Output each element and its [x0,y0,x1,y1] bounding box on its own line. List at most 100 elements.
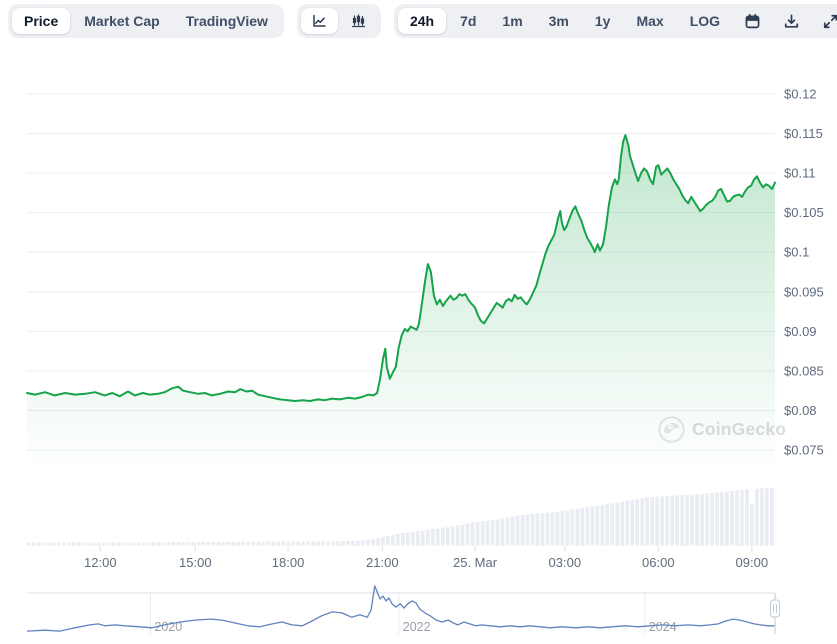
volume-bar [510,516,515,546]
volume-bar [156,542,161,546]
volume-bar [745,489,749,546]
volume-bar [121,542,126,546]
history-navigator[interactable]: 2020 2022 2024 [26,585,780,634]
volume-bar [670,495,674,546]
line-chart-icon [313,14,326,27]
volume-bar [221,541,226,546]
range-1m[interactable]: 1m [490,8,534,34]
volume-bar [291,541,295,546]
volume-bar [735,490,739,546]
volume-bar [361,540,365,546]
y-axis-label: $0.085 [784,363,824,378]
download-button[interactable] [773,8,810,34]
volume-bar [445,527,450,546]
volume-bar [605,504,610,546]
candlestick-chart-icon [351,14,366,28]
volume-bar [435,528,440,546]
volume-bar [386,536,390,546]
volume-bar [565,510,570,546]
volume-bar [755,488,759,546]
volume-bar [505,517,510,546]
volume-bar [351,540,355,546]
expand-button[interactable] [812,8,837,34]
chart-type-line-chart-button[interactable] [300,8,338,34]
navigator-handle[interactable] [770,599,780,618]
range-log[interactable]: LOG [678,8,732,34]
volume-bar [490,520,495,546]
x-axis-label: 18:00 [272,555,305,570]
volume-bar [236,541,241,546]
range-switcher: 24h 7d 1m 3m 1y Max LOG [393,4,837,38]
y-axis-label: $0.075 [784,443,824,458]
price-area-fill [27,135,775,465]
volume-bar [590,506,595,546]
view-tab-tradingview[interactable]: TradingView [174,8,280,34]
volume-bar [37,542,41,546]
download-icon [784,13,799,28]
x-axis-label: 15:00 [179,555,212,570]
volume-bar [356,540,360,546]
y-axis-label: $0.1 [784,245,809,260]
volume-bar [391,534,395,546]
volume-bar [575,508,580,546]
volume-bar [331,541,335,546]
volume-bar [131,542,136,546]
volume-bar [495,519,500,546]
volume-bar [645,497,649,546]
volume-bar [585,507,590,546]
volume-bar [465,523,470,546]
y-axis-label: $0.105 [784,205,824,220]
volume-bar [96,542,101,546]
volume-bar [406,532,410,546]
volume-bar [460,524,465,546]
volume-bar [366,539,370,546]
volume-bar [740,490,744,546]
volume-bar [111,542,116,546]
volume-bar [276,541,280,546]
volume-bar [56,542,61,546]
y-axis-label: $0.12 [784,87,817,102]
volume-bar [136,542,141,546]
volume-bar [306,541,310,546]
volume-bar [211,542,216,546]
volume-bar [32,542,36,546]
volume-bar [166,542,171,546]
volume-bar [750,504,754,546]
volume-bar [181,542,186,546]
volume-bar [286,541,290,546]
range-max[interactable]: Max [624,8,675,34]
volume-bar [51,542,56,546]
view-tab-market-cap[interactable]: Market Cap [72,8,171,34]
calendar-button[interactable] [734,8,771,34]
range-24h[interactable]: 24h [397,8,447,34]
volume-bar [341,541,345,546]
volume-bar [500,518,505,546]
volume-bar [411,531,415,546]
navigator-year-label: 2024 [649,620,677,634]
volume-bar [595,505,600,546]
navigator-line [26,585,775,632]
price-chart-plot-area[interactable] [27,50,775,550]
volume-bar [86,542,91,546]
volume-bar [560,510,565,546]
y-axis-label: $0.09 [784,324,817,339]
volume-bar [161,542,166,546]
range-7d[interactable]: 7d [448,8,488,34]
volume-bar [346,541,350,546]
volume-bar [146,542,151,546]
volume-bar [216,542,221,546]
view-tab-price[interactable]: Price [12,8,71,34]
volume-bar [485,520,490,546]
volume-bar [296,541,300,546]
volume-bar [226,541,231,546]
volume-bar [615,502,620,546]
range-1y[interactable]: 1y [583,8,623,34]
volume-bar [196,542,201,546]
volume-bar [91,542,96,546]
view-switcher: Price Market Cap TradingView [8,4,284,38]
volume-bar [416,531,420,546]
y-axis-label: $0.115 [784,126,823,141]
chart-type-candlestick-chart-button[interactable] [340,8,377,34]
volume-bar [620,501,625,546]
range-3m[interactable]: 3m [537,8,581,34]
